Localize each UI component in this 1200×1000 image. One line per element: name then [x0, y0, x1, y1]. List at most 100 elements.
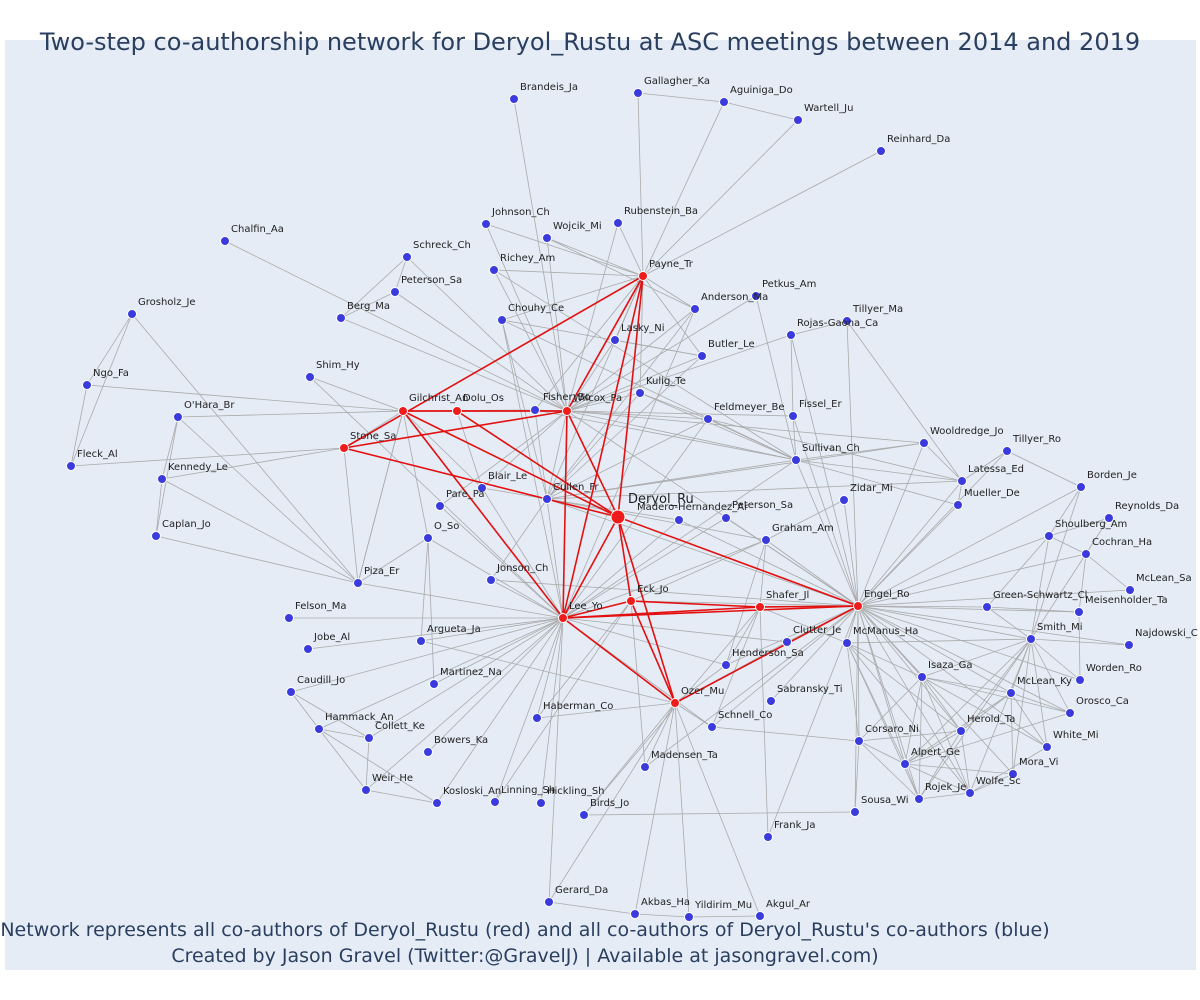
coauthor-node-red[interactable]: [638, 271, 648, 281]
coauthor-node-blue[interactable]: [416, 636, 426, 646]
coauthor-node-blue[interactable]: [220, 236, 230, 246]
coauthor-node-blue[interactable]: [361, 785, 371, 795]
coauthor-node-blue[interactable]: [842, 316, 852, 326]
coauthor-node-blue[interactable]: [429, 679, 439, 689]
coauthor-node-blue[interactable]: [1074, 607, 1084, 617]
coauthor-node-blue[interactable]: [579, 810, 589, 820]
coauthor-node-blue[interactable]: [1002, 446, 1012, 456]
coauthor-node-blue[interactable]: [542, 233, 552, 243]
coauthor-node-blue[interactable]: [490, 797, 500, 807]
coauthor-node-blue[interactable]: [530, 405, 540, 415]
coauthor-node-red[interactable]: [853, 601, 863, 611]
coauthor-node-blue[interactable]: [793, 115, 803, 125]
coauthor-node-red[interactable]: [755, 602, 765, 612]
coauthor-node-blue[interactable]: [1044, 531, 1054, 541]
coauthor-node-blue[interactable]: [965, 788, 975, 798]
coauthor-node-blue[interactable]: [66, 461, 76, 471]
coauthor-node-blue[interactable]: [755, 911, 765, 921]
coauthor-node-blue[interactable]: [690, 304, 700, 314]
coauthor-node-blue[interactable]: [390, 287, 400, 297]
coauthor-node-red[interactable]: [626, 596, 636, 606]
coauthor-node-blue[interactable]: [613, 218, 623, 228]
coauthor-node-blue[interactable]: [82, 380, 92, 390]
coauthor-node-blue[interactable]: [173, 412, 183, 422]
coauthor-node-blue[interactable]: [719, 97, 729, 107]
coauthor-node-blue[interactable]: [854, 736, 864, 746]
coauthor-node-blue[interactable]: [423, 533, 433, 543]
coauthor-node-blue[interactable]: [151, 531, 161, 541]
coauthor-node-blue[interactable]: [314, 724, 324, 734]
coauthor-node-blue[interactable]: [957, 476, 967, 486]
coauthor-node-blue[interactable]: [630, 909, 640, 919]
coauthor-node-red[interactable]: [610, 509, 626, 525]
coauthor-node-blue[interactable]: [364, 733, 374, 743]
coauthor-node-blue[interactable]: [697, 351, 707, 361]
coauthor-node-blue[interactable]: [1008, 769, 1018, 779]
coauthor-node-blue[interactable]: [635, 388, 645, 398]
coauthor-node-blue[interactable]: [536, 798, 546, 808]
coauthor-node-blue[interactable]: [919, 438, 929, 448]
coauthor-node-blue[interactable]: [1125, 585, 1135, 595]
coauthor-node-blue[interactable]: [481, 219, 491, 229]
coauthor-node-blue[interactable]: [953, 500, 963, 510]
coauthor-node-blue[interactable]: [353, 578, 363, 588]
coauthor-node-blue[interactable]: [763, 832, 773, 842]
coauthor-node-blue[interactable]: [284, 613, 294, 623]
coauthor-node-blue[interactable]: [1124, 640, 1134, 650]
coauthor-node-blue[interactable]: [850, 807, 860, 817]
coauthor-node-blue[interactable]: [542, 494, 552, 504]
coauthor-node-blue[interactable]: [1065, 708, 1075, 718]
coauthor-node-blue[interactable]: [432, 798, 442, 808]
coauthor-node-red[interactable]: [398, 406, 408, 416]
coauthor-node-blue[interactable]: [791, 455, 801, 465]
coauthor-node-blue[interactable]: [303, 644, 313, 654]
coauthor-node-blue[interactable]: [486, 575, 496, 585]
coauthor-node-blue[interactable]: [786, 330, 796, 340]
coauthor-node-blue[interactable]: [721, 660, 731, 670]
coauthor-node-blue[interactable]: [435, 501, 445, 511]
coauthor-node-blue[interactable]: [900, 759, 910, 769]
coauthor-node-blue[interactable]: [1076, 482, 1086, 492]
coauthor-node-blue[interactable]: [1075, 675, 1085, 685]
coauthor-node-blue[interactable]: [766, 696, 776, 706]
coauthor-node-blue[interactable]: [788, 411, 798, 421]
coauthor-node-blue[interactable]: [305, 372, 315, 382]
coauthor-node-blue[interactable]: [423, 747, 433, 757]
coauthor-node-blue[interactable]: [707, 722, 717, 732]
coauthor-node-blue[interactable]: [721, 513, 731, 523]
coauthor-node-blue[interactable]: [544, 897, 554, 907]
coauthor-node-blue[interactable]: [956, 726, 966, 736]
coauthor-node-blue[interactable]: [1081, 549, 1091, 559]
coauthor-node-blue[interactable]: [477, 483, 487, 493]
coauthor-node-blue[interactable]: [782, 637, 792, 647]
coauthor-node-blue[interactable]: [674, 515, 684, 525]
coauthor-node-blue[interactable]: [633, 88, 643, 98]
coauthor-node-blue[interactable]: [1006, 688, 1016, 698]
coauthor-node-blue[interactable]: [610, 335, 620, 345]
coauthor-node-blue[interactable]: [127, 309, 137, 319]
coauthor-node-blue[interactable]: [1104, 513, 1114, 523]
coauthor-node-blue[interactable]: [842, 638, 852, 648]
coauthor-node-blue[interactable]: [684, 912, 694, 922]
coauthor-node-blue[interactable]: [761, 535, 771, 545]
coauthor-node-blue[interactable]: [286, 687, 296, 697]
coauthor-node-blue[interactable]: [982, 602, 992, 612]
coauthor-node-blue[interactable]: [509, 94, 519, 104]
coauthor-node-red[interactable]: [452, 406, 462, 416]
coauthor-node-blue[interactable]: [839, 495, 849, 505]
coauthor-node-red[interactable]: [670, 698, 680, 708]
coauthor-node-blue[interactable]: [1042, 742, 1052, 752]
coauthor-node-blue[interactable]: [914, 794, 924, 804]
coauthor-node-blue[interactable]: [1026, 634, 1036, 644]
coauthor-node-blue[interactable]: [336, 313, 346, 323]
coauthor-node-blue[interactable]: [640, 762, 650, 772]
coauthor-node-blue[interactable]: [489, 265, 499, 275]
coauthor-node-blue[interactable]: [157, 474, 167, 484]
coauthor-node-red[interactable]: [339, 443, 349, 453]
coauthor-node-blue[interactable]: [402, 252, 412, 262]
coauthor-node-red[interactable]: [558, 613, 568, 623]
coauthor-node-blue[interactable]: [703, 414, 713, 424]
coauthor-node-blue[interactable]: [876, 146, 886, 156]
coauthor-node-blue[interactable]: [751, 291, 761, 301]
coauthor-node-blue[interactable]: [497, 315, 507, 325]
